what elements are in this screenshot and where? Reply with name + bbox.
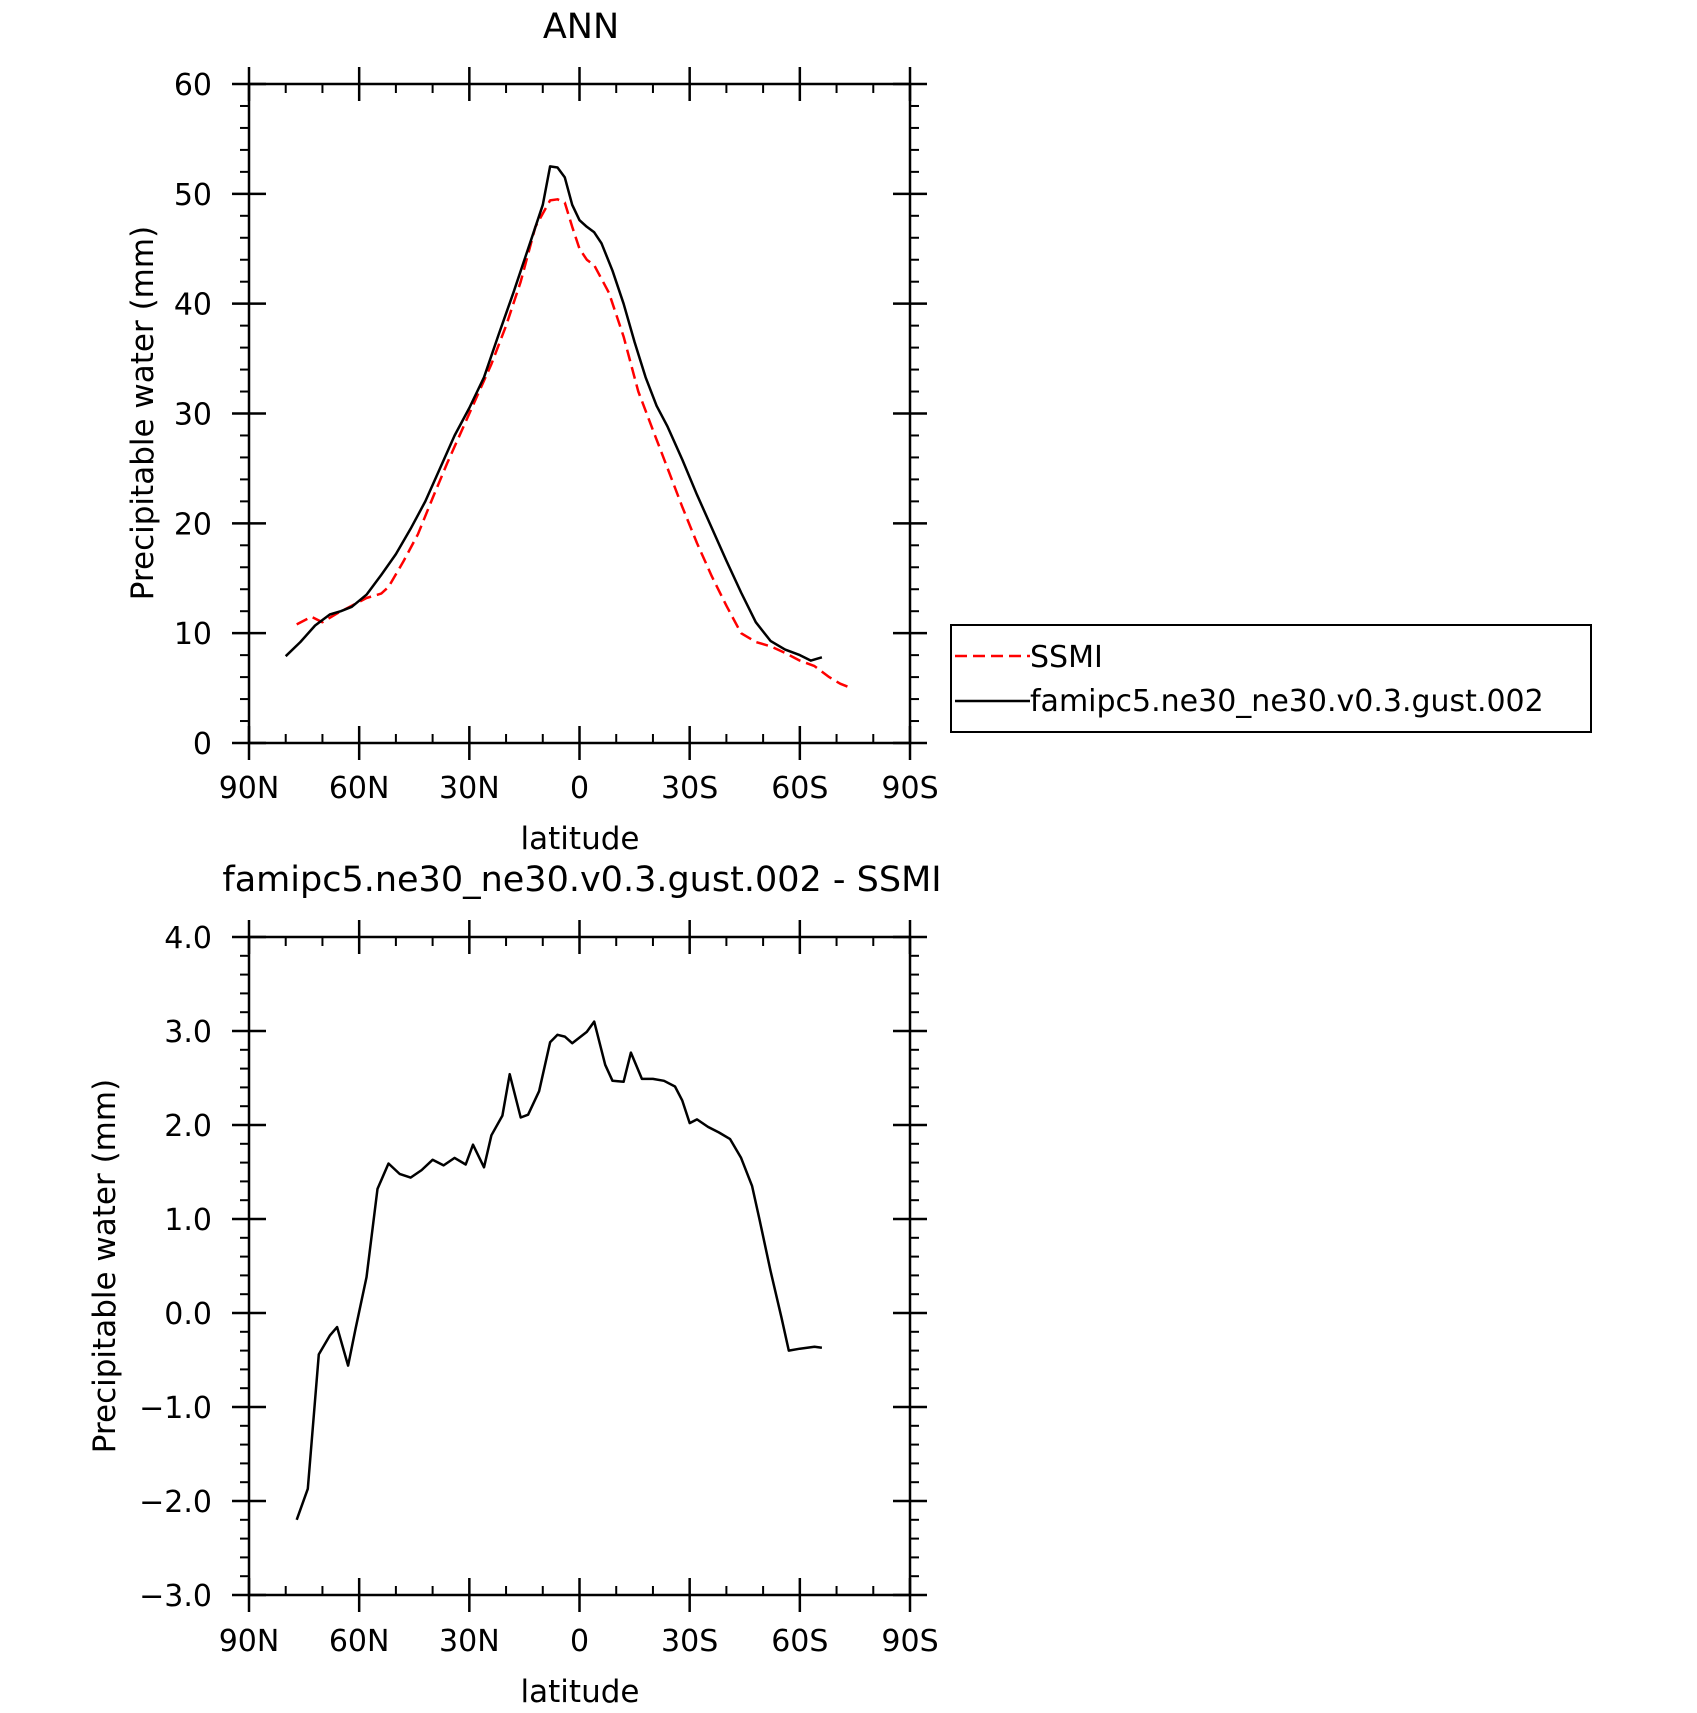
- y-tick-label: 3.0: [164, 1015, 212, 1050]
- x-tick-label: 60N: [329, 1624, 390, 1659]
- x-tick-label: 90S: [881, 771, 938, 806]
- x-tick-label: 30N: [439, 1624, 500, 1659]
- x-tick-label: 0: [570, 1624, 589, 1659]
- x-tick-label: 90N: [219, 771, 280, 806]
- top-plot-frame: [247, 82, 912, 745]
- y-tick-label: −3.0: [139, 1579, 212, 1614]
- top-axis-ticks: [232, 67, 927, 760]
- y-tick-label: −1.0: [139, 1391, 212, 1426]
- top-series-group: [284, 165, 852, 690]
- y-tick-label: 2.0: [164, 1109, 212, 1144]
- x-tick-label: 90S: [881, 1624, 938, 1659]
- top-y-tick-labels: 0 10 20 30 40 50 60: [174, 68, 212, 762]
- x-tick-label: 90N: [219, 1624, 280, 1659]
- legend-label-ssmi: SSMI: [1030, 640, 1103, 675]
- legend: SSMI famipc5.ne30_ne30.v0.3.gust.002: [950, 624, 1592, 733]
- y-tick-label: 60: [174, 68, 212, 103]
- series-line-difference: [295, 1020, 823, 1521]
- series-line-ssmi: [296, 198, 852, 690]
- x-tick-label: 0: [570, 771, 589, 806]
- top-chart-title: ANN: [543, 7, 619, 47]
- bottom-chart: famipc5.ne30_ne30.v0.3.gust.002 - SSMI −…: [87, 860, 942, 1710]
- y-tick-label: 50: [174, 178, 212, 213]
- y-tick-label: 30: [174, 398, 212, 433]
- x-tick-label: 60N: [329, 771, 390, 806]
- top-chart: ANN 0 10 20 30 40 50 60 90N 60N 30N 0 30S 60S 90S la…: [125, 7, 939, 857]
- bottom-plot-frame: [247, 935, 912, 1597]
- y-tick-label: 20: [174, 507, 212, 542]
- legend-label-model: famipc5.ne30_ne30.v0.3.gust.002: [1030, 684, 1544, 719]
- bottom-x-tick-labels: 90N 60N 30N 0 30S 60S 90S: [219, 1624, 939, 1659]
- y-tick-label: 4.0: [164, 921, 212, 956]
- bottom-y-axis-label: Precipitable water (mm): [87, 1079, 123, 1453]
- top-y-axis-label: Precipitable water (mm): [125, 226, 161, 600]
- y-tick-label: 0: [193, 727, 212, 762]
- bottom-chart-title: famipc5.ne30_ne30.v0.3.gust.002 - SSMI: [222, 860, 941, 900]
- y-tick-label: −2.0: [139, 1485, 212, 1520]
- x-tick-label: 30S: [661, 1624, 718, 1659]
- y-tick-label: 40: [174, 288, 212, 323]
- top-x-tick-labels: 90N 60N 30N 0 30S 60S 90S: [219, 771, 939, 806]
- legend-box: [950, 624, 1592, 733]
- bottom-series-group: [295, 1020, 823, 1521]
- x-tick-label: 60S: [771, 771, 828, 806]
- x-tick-label: 30S: [661, 771, 718, 806]
- series-line-model: [284, 165, 823, 662]
- bottom-x-axis-label: latitude: [521, 1674, 640, 1710]
- x-tick-label: 30N: [439, 771, 500, 806]
- x-tick-label: 60S: [771, 1624, 828, 1659]
- y-tick-label: 1.0: [164, 1203, 212, 1238]
- y-tick-label: 10: [174, 617, 212, 652]
- top-x-axis-label: latitude: [521, 821, 640, 857]
- bottom-y-tick-labels: −3.0 −2.0 −1.0 0.0 1.0 2.0 3.0 4.0: [139, 921, 212, 1614]
- y-tick-label: 0.0: [164, 1297, 212, 1332]
- bottom-axis-ticks: [232, 920, 927, 1612]
